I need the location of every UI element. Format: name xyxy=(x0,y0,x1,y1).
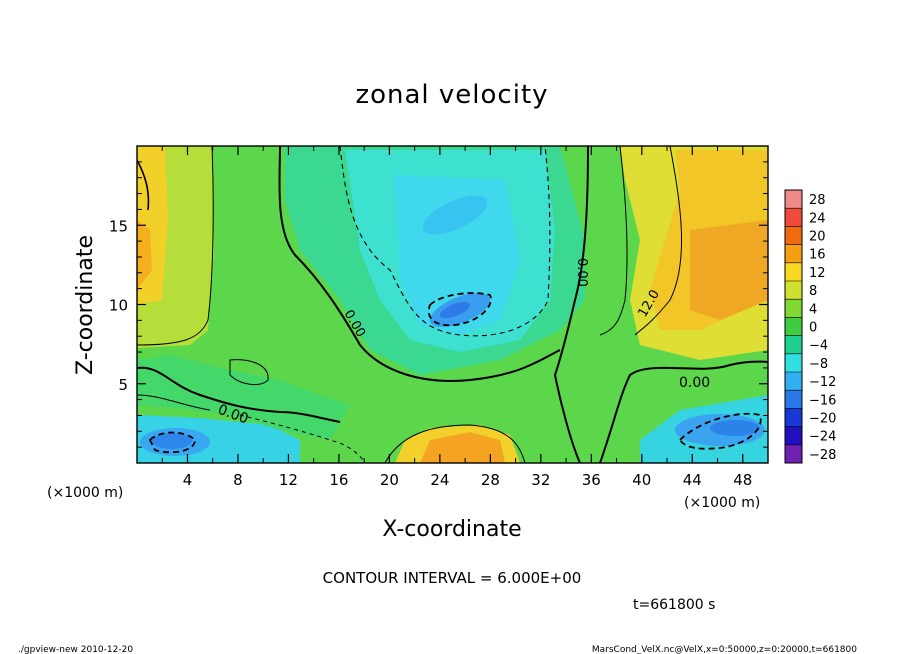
field-region-se-darkblue xyxy=(710,420,760,436)
colorbar-swatch-24 xyxy=(785,208,802,227)
contour-six-bottom-left xyxy=(137,394,211,411)
colorbar-label--12: −12 xyxy=(809,375,836,390)
contour-lines xyxy=(137,146,768,463)
x-tick-label-4: 4 xyxy=(183,471,193,489)
colorbar-swatch-28 xyxy=(785,190,802,209)
colorbar-swatch-0 xyxy=(785,317,802,336)
field-region-east-darkorange xyxy=(690,220,768,320)
contour-minus-six-sw xyxy=(148,431,196,454)
time-label: t=661800 s xyxy=(633,597,715,613)
footer-left: ./gpview-new 2010-12-20 xyxy=(18,645,133,654)
colorbar-label--16: −16 xyxy=(809,393,836,408)
y-tick-label-15: 15 xyxy=(109,217,128,235)
x-ticks: 4 8 12 16 20 24 28 32 36 40 44 48 xyxy=(161,146,752,489)
x-unit-right: (×1000 m) xyxy=(684,495,760,511)
colorbar-label-8: 8 xyxy=(809,284,817,299)
contour-zero-east xyxy=(599,360,768,463)
field-region-core-darkblue xyxy=(439,301,471,319)
colorbar-swatch-4 xyxy=(785,299,802,318)
colorbar: 28 24 20 16 12 8 4 0 −4 −8 −12 −16 −20 −24 −28 xyxy=(784,189,836,464)
colorbar-label--20: −20 xyxy=(809,412,836,427)
colorbar-label-20: 20 xyxy=(809,230,826,245)
x-tick-label-8: 8 xyxy=(233,471,243,489)
colorbar-label-4: 4 xyxy=(809,302,817,317)
colorbar-swatch-8 xyxy=(785,281,802,300)
colorbar-swatch--8 xyxy=(785,353,802,373)
contour-zero-far-west xyxy=(137,159,150,211)
contour-six-central xyxy=(339,146,551,337)
colorbar-label--8: −8 xyxy=(809,357,828,372)
colorbar-label-12: 12 xyxy=(809,266,826,281)
x-tick-label-36: 36 xyxy=(582,471,601,489)
x-tick-label-24: 24 xyxy=(430,471,449,489)
contour-six-east xyxy=(599,146,628,336)
contour-label-2: 0.00 xyxy=(574,258,589,287)
contour-twelve-east xyxy=(634,146,682,336)
colorbar-label-0: 0 xyxy=(809,321,817,336)
colorbar-swatch-16 xyxy=(785,244,802,264)
contour-zero-west xyxy=(278,146,561,382)
colorbar-label--24: −24 xyxy=(809,430,836,445)
colorbar-swatch--16 xyxy=(785,390,802,409)
colorbar-swatch--12 xyxy=(785,372,802,391)
contour-labels: 0.00 0.00 12.0 0.00 0.00 xyxy=(216,258,711,427)
contour-six-west xyxy=(137,146,214,346)
field-region-west-cyan xyxy=(137,355,350,440)
colorbar-label-28: 28 xyxy=(809,193,826,208)
colorbar-swatch--24 xyxy=(785,426,802,446)
colorbar-frame xyxy=(784,189,803,464)
contour-interval: CONTOUR INTERVAL = 6.000E+00 xyxy=(323,569,582,587)
colorbar-label-16: 16 xyxy=(809,248,826,263)
field-region-upper-blue xyxy=(422,195,488,235)
x-tick-label-12: 12 xyxy=(279,471,298,489)
x-tick-label-20: 20 xyxy=(380,471,399,489)
colorbar-label--28: −28 xyxy=(809,448,836,463)
x-tick-label-48: 48 xyxy=(733,471,752,489)
contour-zero-central xyxy=(553,146,589,463)
x-tick-label-44: 44 xyxy=(683,471,702,489)
y-ticks: 5 10 15 xyxy=(109,161,768,448)
colorbar-swatch--20 xyxy=(785,408,802,427)
x-tick-label-28: 28 xyxy=(481,471,500,489)
y-tick-label-5: 5 xyxy=(118,376,128,394)
colorbar-label-24: 24 xyxy=(809,211,826,226)
chart-title: zonal velocity xyxy=(355,80,548,110)
colorbar-swatch-12 xyxy=(785,262,802,282)
y-axis-label: Z-coordinate xyxy=(73,235,98,375)
field-region-south-orange xyxy=(420,432,505,463)
contour-zero-low xyxy=(137,366,341,423)
x-axis-label: X-coordinate xyxy=(382,517,521,542)
contour-six-west-loop xyxy=(229,359,269,386)
colorbar-swatch--4 xyxy=(785,335,802,355)
x-tick-label-32: 32 xyxy=(531,471,550,489)
velocity-field xyxy=(137,146,768,463)
colorbar-swatch-20 xyxy=(785,226,802,245)
y-tick-label-10: 10 xyxy=(109,297,128,315)
colorbar-swatch--28 xyxy=(785,444,802,464)
x-tick-label-40: 40 xyxy=(632,471,651,489)
x-unit-left: (×1000 m) xyxy=(47,485,123,501)
contour-minus-six-se xyxy=(678,412,762,450)
footer-right: MarsCond_VelX.nc@VelX,x=0:50000,z=0:2000… xyxy=(592,645,857,654)
colorbar-label--4: −4 xyxy=(809,339,828,354)
x-tick-label-16: 16 xyxy=(329,471,348,489)
field-region-sw-darkblue xyxy=(152,433,192,449)
contour-six-south xyxy=(384,424,526,463)
contour-label-4: 0.00 xyxy=(679,375,710,391)
